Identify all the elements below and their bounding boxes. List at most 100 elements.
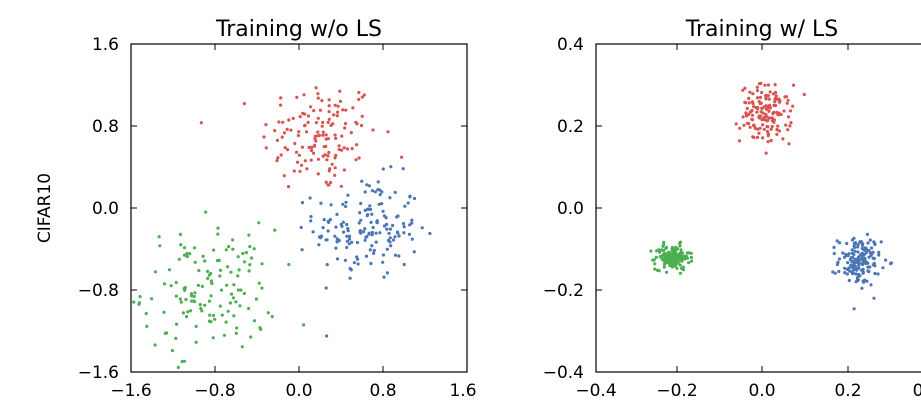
left-ytick-label: 1.6: [92, 35, 119, 55]
scatter-point: [243, 260, 247, 264]
scatter-point: [285, 127, 289, 131]
scatter-point: [769, 127, 773, 131]
scatter-point: [845, 272, 849, 276]
scatter-point: [304, 130, 309, 134]
scatter-point: [308, 196, 312, 200]
scatter-point: [672, 252, 676, 256]
scatter-point: [200, 309, 204, 313]
scatter-point: [664, 245, 669, 250]
scatter-point: [658, 255, 662, 259]
scatter-point: [784, 123, 788, 127]
scatter-point: [680, 257, 685, 262]
scatter-point: [738, 126, 742, 130]
scatter-point: [762, 127, 766, 131]
scatter-point: [206, 276, 210, 280]
scatter-point: [367, 232, 371, 236]
scatter-point: [348, 276, 352, 280]
scatter-point: [199, 121, 203, 125]
scatter-point: [381, 209, 385, 213]
scatter-point: [775, 127, 779, 132]
scatter-point: [337, 147, 341, 152]
scatter-point: [359, 218, 363, 222]
scatter-point: [872, 296, 876, 300]
scatter-point: [786, 128, 790, 132]
scatter-point: [846, 261, 850, 265]
scatter-point: [679, 248, 683, 252]
scatter-point: [345, 234, 349, 238]
scatter-point: [344, 108, 348, 112]
scatter-point: [853, 257, 857, 261]
scatter-point: [412, 196, 417, 201]
scatter-point: [162, 310, 166, 314]
scatter-point: [334, 246, 338, 250]
scatter-point: [743, 86, 747, 90]
scatter-point: [307, 145, 311, 150]
scatter-point: [193, 291, 197, 295]
scatter-point: [192, 246, 197, 250]
scatter-point: [844, 252, 848, 257]
scatter-point: [300, 145, 304, 149]
right-scatter-points: [649, 81, 894, 311]
scatter-point: [182, 286, 186, 291]
scatter-point: [766, 132, 771, 136]
scatter-point: [273, 228, 277, 232]
scatter-point: [372, 248, 376, 253]
scatter-point: [752, 105, 756, 109]
scatter-point: [766, 94, 770, 98]
scatter-point: [380, 202, 384, 206]
scatter-point: [309, 148, 314, 153]
scatter-point: [336, 104, 340, 108]
scatter-point: [786, 98, 790, 102]
scatter-point: [241, 251, 245, 256]
scatter-point: [849, 263, 853, 267]
scatter-point: [860, 268, 864, 272]
scatter-point: [329, 203, 333, 207]
scatter-point: [685, 251, 689, 255]
scatter-point: [410, 237, 414, 241]
scatter-point: [866, 261, 870, 265]
scatter-point: [316, 172, 320, 176]
scatter-point: [352, 261, 356, 265]
scatter-point: [250, 256, 254, 260]
scatter-point: [327, 104, 331, 108]
scatter-point: [788, 109, 793, 113]
scatter-point: [359, 201, 363, 205]
scatter-point: [396, 214, 400, 218]
scatter-point: [837, 269, 841, 274]
scatter-point: [381, 253, 386, 257]
left-xtick-label: 0.8: [369, 381, 396, 401]
scatter-point: [145, 324, 149, 328]
scatter-point: [767, 97, 771, 101]
scatter-point: [359, 123, 364, 128]
scatter-point: [393, 235, 397, 239]
scatter-point: [678, 253, 682, 257]
scatter-point: [327, 169, 331, 173]
scatter-point: [280, 135, 284, 139]
scatter-point: [313, 143, 317, 147]
scatter-point: [300, 163, 304, 167]
left-scatter-points: [132, 86, 432, 369]
scatter-point: [338, 99, 343, 103]
scatter-point: [303, 124, 307, 128]
scatter-point: [316, 157, 320, 161]
scatter-point: [311, 230, 315, 234]
scatter-point: [242, 291, 246, 296]
scatter-point: [297, 153, 301, 157]
right-ytick-label: 0.0: [557, 199, 584, 219]
scatter-point: [366, 213, 370, 217]
scatter-point: [324, 144, 328, 148]
scatter-point: [382, 214, 386, 218]
scatter-point: [340, 134, 344, 138]
scatter-point: [766, 125, 770, 129]
scatter-point: [374, 240, 378, 244]
scatter-point: [344, 204, 348, 209]
scatter-point: [339, 184, 343, 188]
scatter-point: [775, 132, 779, 136]
scatter-point: [242, 102, 246, 106]
scatter-point: [675, 247, 680, 251]
scatter-point: [185, 255, 189, 259]
scatter-point: [247, 306, 251, 311]
scatter-point: [186, 310, 190, 314]
scatter-point: [357, 221, 361, 225]
